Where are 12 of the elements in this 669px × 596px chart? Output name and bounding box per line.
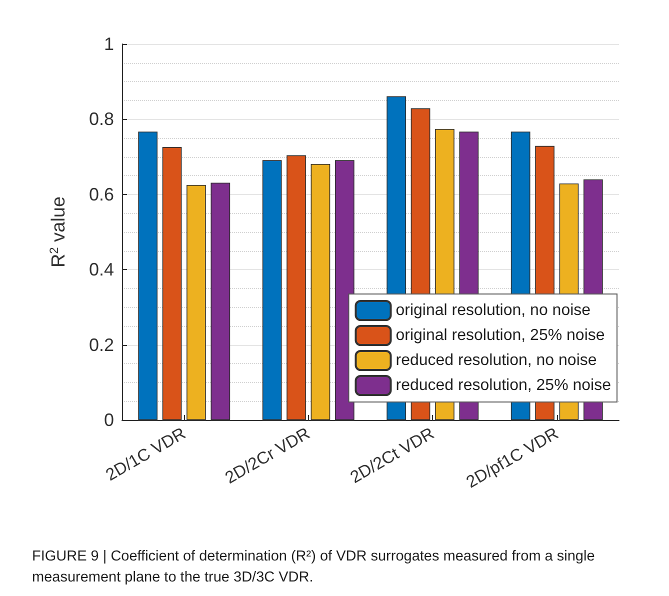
y-tick-label: 1 (104, 34, 114, 54)
legend-label: original resolution, no noise (396, 302, 591, 319)
caption: FIGURE 9 | Coefficient of determination (R²) of VDR surrogates measured from a single measurement plane to the true 3D/3C VDR. (32, 548, 599, 586)
legend-label: original resolution, 25% noise (396, 327, 605, 344)
y-tick-label: 0.2 (88, 334, 114, 355)
legend-label: reduced resolution, 25% noise (396, 377, 612, 394)
y-axis-title: R2 value (47, 196, 70, 268)
y-tick-label: 0.8 (88, 109, 114, 130)
legend-label: reduced resolution, no noise (396, 352, 597, 369)
y-tick-label: 0.6 (88, 184, 114, 204)
y-tick-label: 0.4 (88, 260, 114, 280)
y-tick-label: 0 (104, 410, 114, 430)
